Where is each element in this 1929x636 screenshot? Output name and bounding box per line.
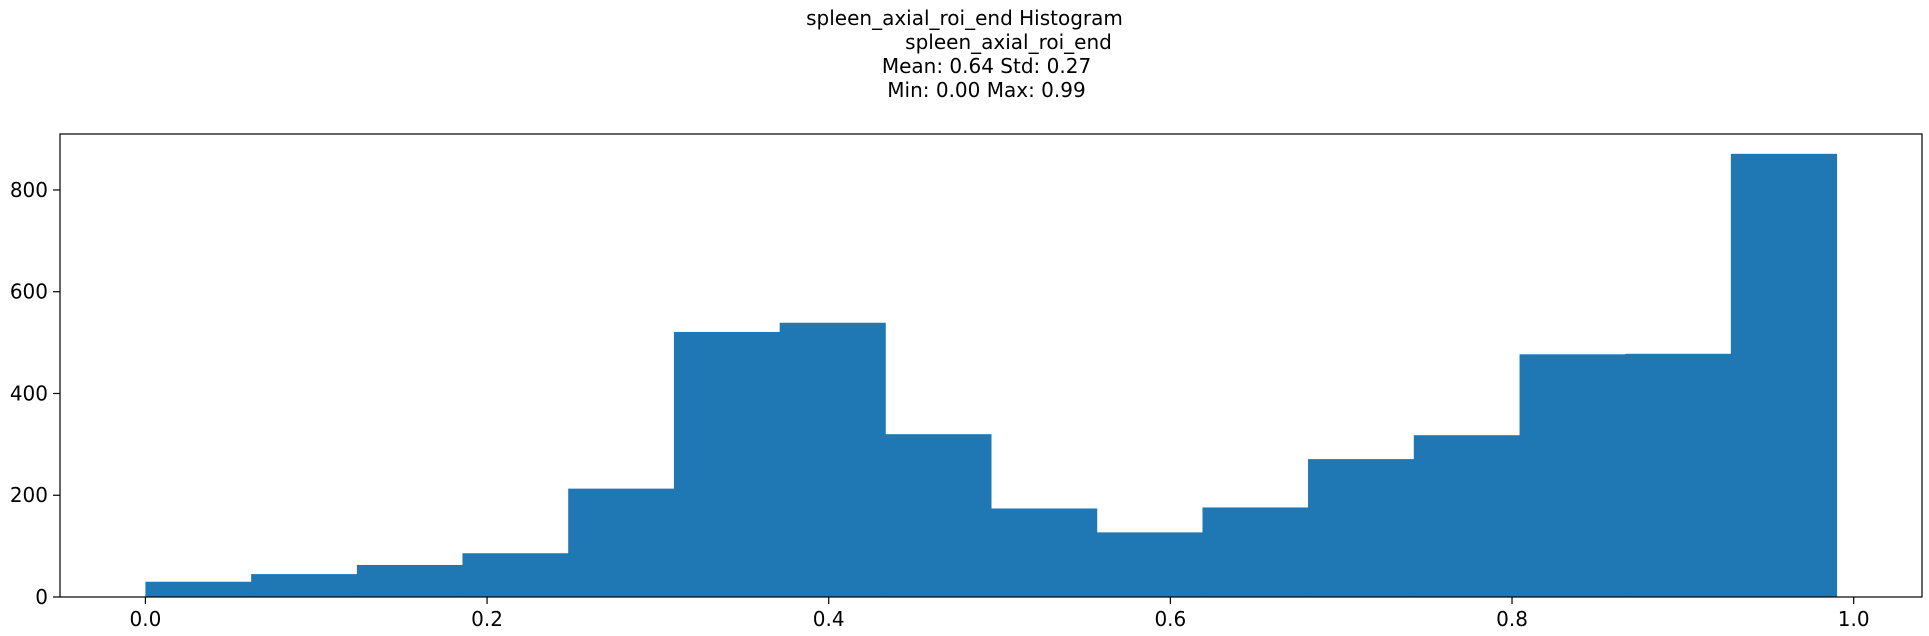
y-tick-label: 600 — [10, 280, 48, 304]
histogram-bar — [568, 488, 675, 597]
histogram-bar — [1308, 459, 1415, 597]
histogram-bar — [145, 581, 252, 597]
y-tick-label: 400 — [10, 381, 48, 405]
chart-title: spleen_axial_roi_end Histogram spleen_ax… — [0, 6, 1929, 102]
plot-frame — [59, 133, 1923, 598]
title-line-1: spleen_axial_roi_end Histogram — [806, 6, 1123, 30]
y-tick-label: 200 — [10, 483, 48, 507]
x-tick-label: 0.4 — [813, 607, 845, 631]
histogram-bar — [1625, 353, 1732, 597]
histogram-bar — [1413, 435, 1521, 597]
histogram-bar — [885, 434, 992, 597]
histogram-bar — [991, 508, 1098, 597]
histogram-bar — [1730, 153, 1838, 598]
histogram-bar — [1202, 507, 1309, 597]
histogram-bar — [673, 331, 781, 597]
x-tick-label: 0.2 — [471, 607, 503, 631]
x-tick-label: 0.8 — [1496, 607, 1528, 631]
histogram-bar — [462, 553, 569, 597]
axes-layer: 0.0 0.2 0.4 0.6 0.8 1.0 0 200 400 600 800 — [10, 133, 1923, 631]
title-line-4: Min: 0.00 Max: 0.99 — [887, 78, 1086, 102]
x-tick-label: 0.0 — [130, 607, 162, 631]
title-line-3: Mean: 0.64 Std: 0.27 — [881, 54, 1092, 78]
histogram-bar — [356, 564, 463, 597]
title-line-2: spleen_axial_roi_end — [905, 30, 1112, 54]
x-tick-label: 1.0 — [1838, 607, 1870, 631]
histogram-bar — [251, 574, 358, 597]
y-tick-label: 800 — [10, 178, 48, 202]
y-tick-label: 0 — [35, 585, 48, 609]
x-tick-label: 0.6 — [1154, 607, 1186, 631]
bars-layer — [145, 153, 1838, 598]
histogram-bar — [779, 322, 886, 597]
histogram-bar — [1519, 354, 1626, 597]
histogram-bar — [1096, 532, 1203, 597]
